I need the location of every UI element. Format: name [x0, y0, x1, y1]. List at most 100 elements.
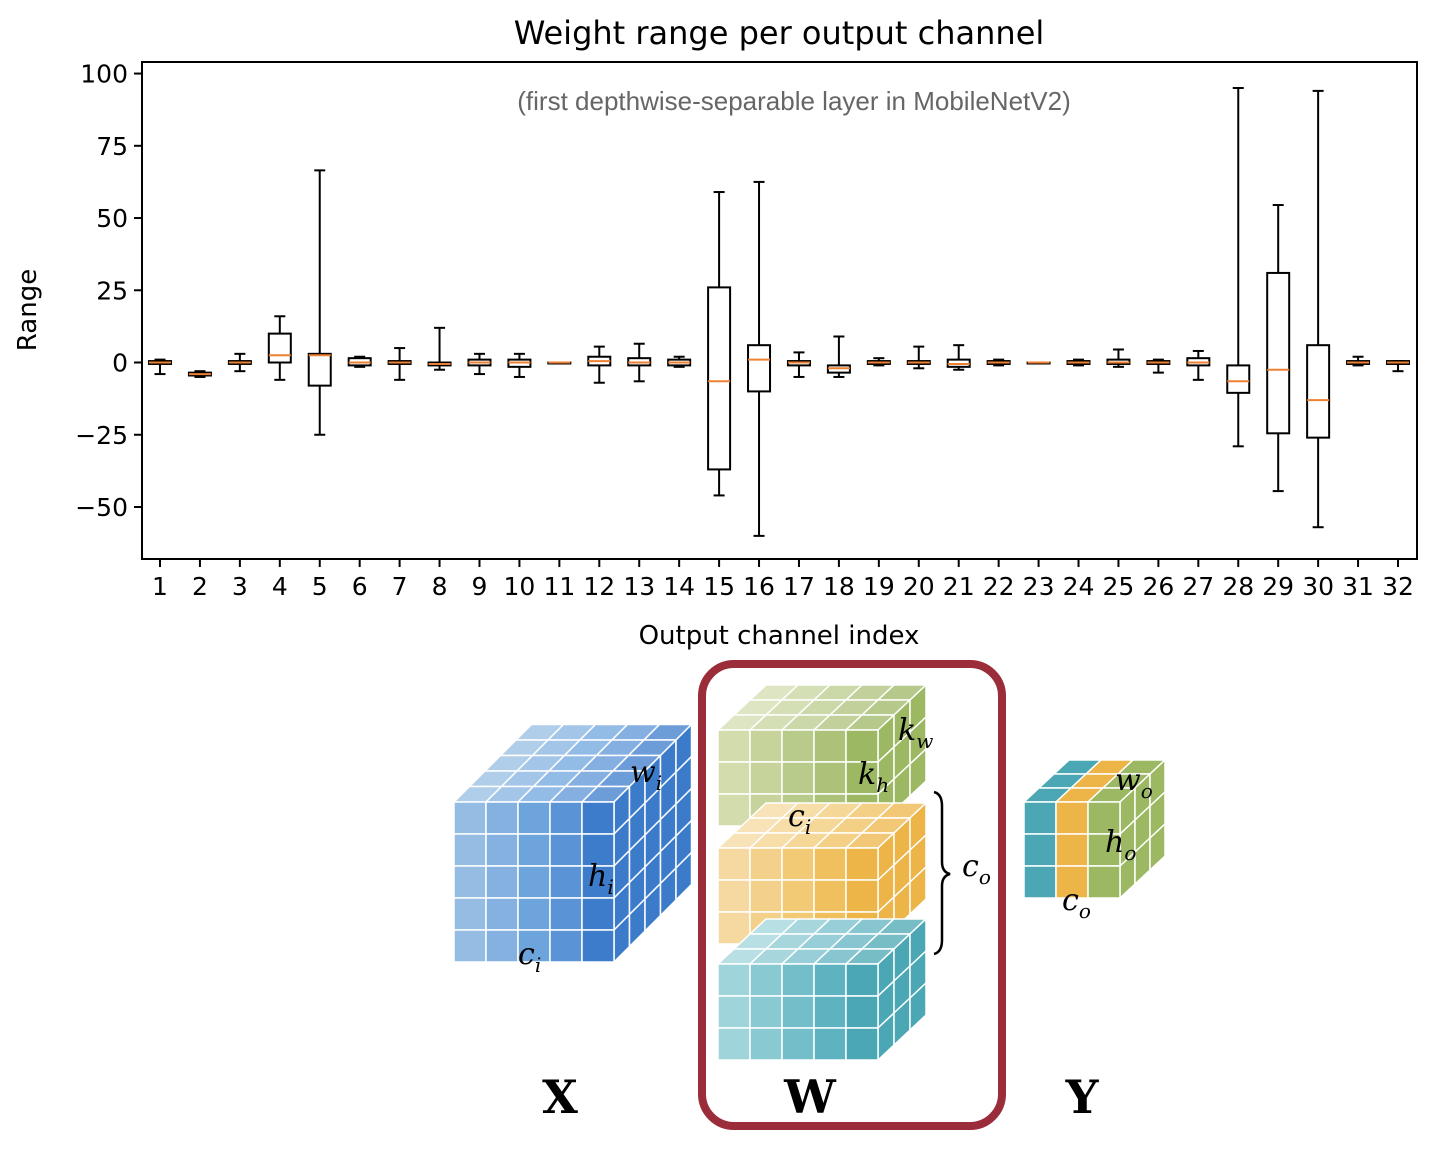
x-tick-label: 10 — [504, 572, 536, 601]
box-27 — [1186, 349, 1211, 381]
tensor-label-y: Y — [1065, 1070, 1100, 1124]
input-tensor-x-cube — [452, 722, 694, 964]
cube-front-cell — [453, 929, 487, 963]
y-channel-label: co — [1062, 883, 1091, 923]
x-tick-label: 24 — [1063, 572, 1095, 601]
box-8 — [427, 326, 452, 371]
convolution-diagram: wi hi ci kw kh ci co wo ho co X W Y — [452, 660, 1167, 1130]
x-tick-label: 2 — [192, 572, 208, 601]
x-tick-label: 16 — [743, 572, 775, 601]
cube-front-cell — [485, 801, 519, 835]
chart-title: Weight range per output channel — [514, 14, 1045, 52]
box-9 — [467, 352, 492, 376]
box-19 — [866, 357, 891, 367]
x-tick-label: 23 — [1023, 572, 1055, 601]
cube-front-cell — [845, 995, 879, 1029]
box-iqr — [1306, 344, 1331, 439]
box-iqr — [1266, 271, 1291, 435]
x-tick-label: 9 — [472, 572, 488, 601]
box-25 — [1106, 348, 1131, 368]
cube-front-cell — [781, 847, 815, 881]
x-tick-label: 17 — [783, 572, 815, 601]
box-21 — [946, 344, 971, 371]
cube-front-cell — [453, 801, 487, 835]
output-tensor-y-cube — [1022, 758, 1167, 900]
box-11 — [547, 361, 572, 365]
x-axis-label: Output channel index — [639, 621, 920, 651]
weight-highlight-box — [698, 660, 1006, 1130]
cube-front-cell — [1023, 801, 1057, 835]
cube-front-cell — [485, 929, 519, 963]
x-tick-label: 25 — [1103, 572, 1135, 601]
cube-front-cell — [1055, 801, 1089, 835]
cube-front-cell — [453, 897, 487, 931]
box-5 — [307, 169, 332, 436]
box-10 — [507, 352, 532, 378]
x-tick-label: 8 — [432, 572, 448, 601]
box-15 — [707, 191, 732, 497]
cube-front-cell — [549, 865, 583, 899]
cube-front-cell — [485, 897, 519, 931]
cube-front-cell — [717, 847, 751, 881]
x-tick-label: 30 — [1302, 572, 1334, 601]
box-iqr — [307, 352, 332, 387]
cube-front-cell — [717, 963, 751, 997]
x-tick-label: 26 — [1142, 572, 1174, 601]
cube-front-cell — [453, 865, 487, 899]
cube-front-cell — [781, 879, 815, 913]
x-tick-label: 1 — [152, 572, 168, 601]
cube-front-cell — [781, 761, 815, 795]
x-tick-label: 29 — [1262, 572, 1294, 601]
cube-front-cell — [813, 847, 847, 881]
cube-front-cell — [749, 847, 783, 881]
cube-front-cell — [717, 729, 751, 763]
cube-front-cell — [845, 879, 879, 913]
cube-front-cell — [581, 801, 615, 835]
weight-kernel-teal-cube — [716, 917, 928, 1062]
w-channel-label: ci — [788, 799, 811, 839]
x-tick-label: 7 — [392, 572, 408, 601]
cube-front-cell — [1023, 833, 1057, 867]
x-tick-label: 31 — [1342, 572, 1374, 601]
cube-front-cell — [581, 897, 615, 931]
cube-front-cell — [781, 995, 815, 1029]
w-kernel-height-label: kh — [858, 757, 889, 797]
cube-front-cell — [717, 879, 751, 913]
box-plot-chart: Weight range per output channel (first d… — [13, 14, 1418, 651]
x-tick-label: 32 — [1382, 572, 1414, 601]
cube-front-cell — [845, 847, 879, 881]
box-14 — [667, 355, 692, 368]
box-18 — [826, 335, 851, 378]
y-axis: 100 75 50 25 0 −25 −50 — [75, 60, 142, 522]
box-12 — [587, 345, 612, 384]
cube-front-cell — [485, 833, 519, 867]
cube-front-cell — [485, 865, 519, 899]
box-iqr — [747, 344, 772, 393]
box-20 — [906, 345, 931, 370]
cube-front-cell — [813, 879, 847, 913]
y-tick-label: −50 — [75, 493, 128, 522]
x-tick-label: 12 — [583, 572, 615, 601]
x-tick-label: 18 — [823, 572, 855, 601]
cube-front-cell — [845, 1027, 879, 1061]
weight-kernel-green-cube — [716, 683, 928, 828]
y-tick-label: −25 — [75, 421, 128, 450]
y-height-label: ho — [1105, 825, 1136, 865]
x-axis: 1 2 3 4 5 6 7 8 9 10 11 12 13 14 15 16 17 18 19 20 21 22 23 24 2… — [152, 559, 1414, 601]
x-tick-label: 20 — [903, 572, 935, 601]
cube-front-cell — [749, 1027, 783, 1061]
cube-front-cell — [517, 801, 551, 835]
box-1 — [148, 358, 172, 376]
y-tick-label: 0 — [112, 349, 128, 378]
cube-front-cell — [813, 761, 847, 795]
x-tick-label: 3 — [232, 572, 248, 601]
box-6 — [347, 355, 372, 368]
x-channel-label: ci — [518, 937, 541, 977]
w-output-channel-label: co — [962, 849, 991, 889]
cube-front-cell — [1023, 865, 1057, 899]
box-series — [148, 87, 1410, 537]
x-tick-label: 15 — [703, 572, 735, 601]
box-2 — [187, 370, 212, 378]
box-3 — [227, 352, 252, 373]
